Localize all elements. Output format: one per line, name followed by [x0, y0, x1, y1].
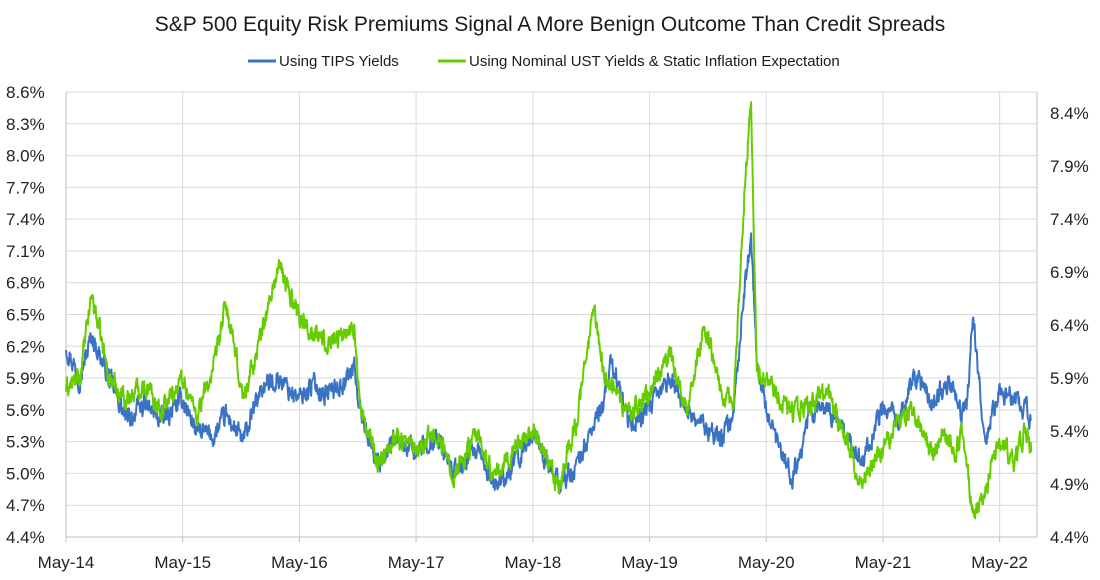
y-left-tick-label: 6.8%	[6, 274, 45, 293]
x-tick-label: May-21	[855, 553, 912, 572]
y-right-tick-label: 4.4%	[1050, 528, 1089, 547]
y-left-tick-label: 7.1%	[6, 242, 45, 261]
tick-labels: 4.4% 4.7% 5.0% 5.3% 5.6% 5.9% 6.2% 6.5% 6.8% 7.1%…	[6, 83, 1089, 572]
y-right-tick-label: 7.4%	[1050, 210, 1089, 229]
legend-label-nominal: Using Nominal UST Yields & Static Inflat…	[469, 53, 840, 70]
y-left-tick-label: 4.4%	[6, 528, 45, 547]
y-left-tick-label: 8.0%	[6, 147, 45, 166]
x-tick-label: May-19	[621, 553, 678, 572]
y-left-tick-label: 4.7%	[6, 496, 45, 515]
y-right-tick-label: 7.9%	[1050, 157, 1089, 176]
y-left-tick-label: 8.6%	[6, 83, 45, 102]
y-left-tick-label: 6.5%	[6, 306, 45, 325]
legend-label-tips: Using TIPS Yields	[279, 53, 399, 70]
x-tick-label: May-20	[738, 553, 795, 572]
y-right-tick-label: 5.9%	[1050, 369, 1089, 388]
y-left-tick-label: 5.0%	[6, 464, 45, 483]
y-right-tick-label: 8.4%	[1050, 104, 1089, 123]
y-right-tick-label: 4.9%	[1050, 475, 1089, 494]
y-right-tick-label: 5.4%	[1050, 422, 1089, 441]
y-left-tick-label: 8.3%	[6, 115, 45, 134]
y-left-tick-label: 5.6%	[6, 401, 45, 420]
y-right-tick-label: 6.4%	[1050, 316, 1089, 335]
y-left-tick-label: 7.4%	[6, 210, 45, 229]
series-lines	[65, 101, 1033, 520]
x-tick-label: May-15	[154, 553, 211, 572]
x-tick-label: May-22	[971, 553, 1028, 572]
x-tick-label: May-17	[388, 553, 445, 572]
y-left-tick-label: 5.9%	[6, 369, 45, 388]
axes	[65, 92, 1038, 542]
chart-title: S&P 500 Equity Risk Premiums Signal A Mo…	[155, 13, 946, 36]
series-line-tips-yields	[65, 232, 1033, 495]
y-left-tick-label: 6.2%	[6, 337, 45, 356]
y-left-tick-label: 5.3%	[6, 433, 45, 452]
x-tick-label: May-14	[38, 553, 95, 572]
series-line-nominal-ust-yields	[65, 101, 1033, 520]
y-left-tick-label: 7.7%	[6, 178, 45, 197]
x-tick-label: May-16	[271, 553, 328, 572]
legend: Using TIPS Yields Using Nominal UST Yiel…	[248, 53, 840, 70]
y-right-tick-label: 6.9%	[1050, 263, 1089, 282]
x-tick-label: May-18	[504, 553, 561, 572]
